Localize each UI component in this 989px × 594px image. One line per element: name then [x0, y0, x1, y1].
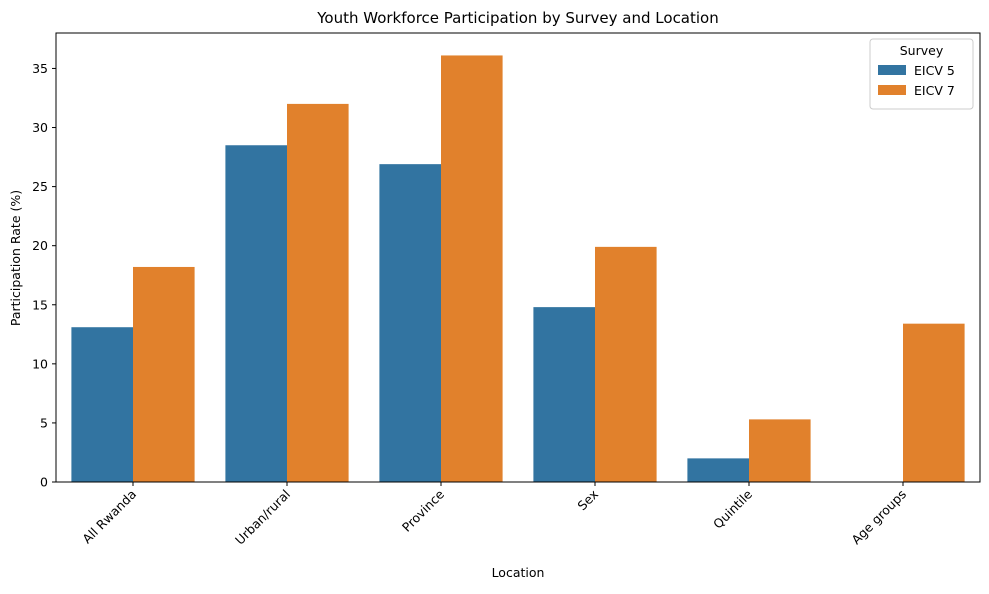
bar-eicv-7-5: [903, 323, 965, 482]
y-tick-label: 10: [32, 356, 48, 371]
y-axis-title: Participation Rate (%): [8, 190, 23, 326]
x-tick-label: Province: [399, 486, 447, 534]
bar-eicv-5-4: [687, 458, 749, 482]
x-tick-label: All Rwanda: [79, 487, 139, 547]
x-axis-title: Location: [492, 565, 545, 580]
bar-eicv-7-3: [595, 246, 657, 482]
bars-group: [71, 55, 965, 482]
legend: Survey EICV 5 EICV 7: [869, 38, 974, 110]
x-tick-label: Sex: [574, 487, 601, 514]
x-tick-label: Age groups: [848, 487, 909, 548]
legend-title: Survey: [900, 43, 944, 58]
plot-frame: [55, 32, 981, 483]
x-tick-label: Urban/rural: [232, 487, 293, 548]
legend-swatch: [878, 65, 906, 75]
bar-eicv-5-1: [225, 145, 287, 482]
y-tick-label: 15: [32, 297, 48, 312]
bar-eicv-5-3: [533, 307, 595, 482]
y-tick-label: 25: [32, 179, 48, 194]
bar-eicv-5-0: [71, 327, 133, 482]
y-tick-label: 30: [32, 120, 48, 135]
bar-eicv-7-2: [441, 55, 503, 482]
x-tick-label: Quintile: [710, 486, 755, 531]
bar-eicv-7-4: [749, 419, 811, 482]
chart-title: Youth Workforce Participation by Survey …: [316, 9, 718, 27]
bar-eicv-7-0: [133, 266, 195, 482]
x-axis: All Rwanda Urban/rural Province Sex Quintile…: [79, 482, 909, 548]
y-tick-label: 0: [40, 475, 48, 490]
legend-label: EICV 7: [914, 83, 955, 98]
legend-swatch: [878, 85, 906, 95]
y-tick-label: 5: [40, 415, 48, 430]
y-tick-label: 35: [32, 61, 48, 76]
y-axis: 0 5 10 15 20 25 30 35: [32, 61, 56, 490]
y-tick-label: 20: [32, 238, 48, 253]
bar-eicv-5-2: [379, 164, 441, 482]
bar-eicv-7-1: [287, 103, 349, 482]
legend-label: EICV 5: [914, 63, 955, 78]
